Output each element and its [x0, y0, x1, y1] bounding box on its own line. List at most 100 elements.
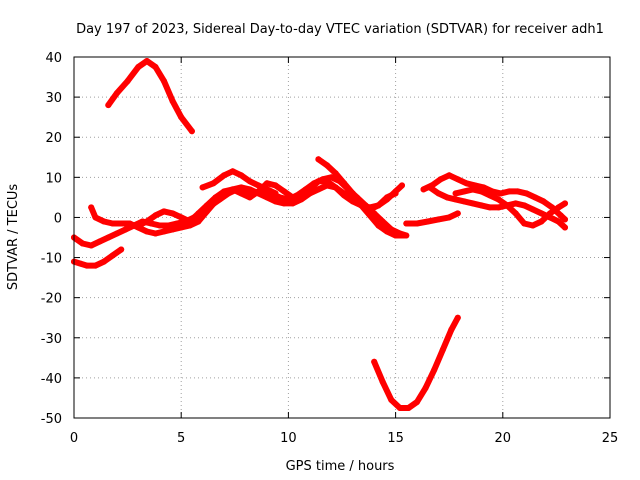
data-point: [371, 358, 378, 365]
data-point: [289, 200, 296, 207]
data-point: [375, 202, 382, 209]
data-point: [178, 114, 185, 121]
data-point: [281, 188, 288, 195]
data-point: [435, 216, 442, 223]
data-point: [392, 232, 399, 239]
data-point: [512, 200, 519, 207]
data-point: [399, 182, 405, 189]
data-point: [124, 78, 131, 85]
data-point: [289, 194, 296, 201]
y-tick-label: 10: [45, 171, 62, 186]
data-point: [221, 188, 228, 195]
data-point: [105, 234, 112, 241]
data-point: [161, 78, 167, 85]
data-point: [495, 204, 502, 211]
data-point: [272, 182, 279, 189]
data-point: [547, 210, 553, 217]
data-point: [109, 220, 116, 227]
data-point: [186, 218, 193, 225]
data-point: [135, 222, 142, 229]
data-point: [478, 188, 485, 195]
data-point: [478, 202, 485, 209]
data-point: [446, 172, 453, 179]
data-point: [122, 226, 129, 233]
y-tick-label: -50: [41, 412, 62, 427]
data-point: [178, 224, 185, 231]
data-point: [328, 174, 335, 181]
data-point: [358, 202, 365, 209]
data-point: [452, 196, 459, 203]
data-point: [463, 180, 470, 187]
x-tick-labels: 0 5 10 15 20 25: [70, 431, 618, 446]
plot-frame: [73, 56, 611, 419]
data-point: [555, 218, 562, 225]
y-tick-label: -40: [41, 372, 62, 387]
data-point: [446, 214, 453, 221]
data-point: [495, 196, 502, 203]
data-point: [431, 366, 438, 373]
data-point: [341, 192, 348, 199]
data-point: [538, 210, 545, 217]
data-point: [79, 240, 86, 247]
data-point: [523, 190, 530, 197]
data-point: [118, 246, 125, 253]
data-point: [169, 226, 176, 233]
data-point: [504, 202, 511, 209]
data-point: [469, 186, 476, 193]
data-point: [210, 180, 217, 187]
data-point: [255, 182, 262, 189]
data-point: [557, 212, 564, 219]
data-point: [444, 194, 451, 201]
x-tick-label: 20: [495, 431, 512, 446]
x-tick-label: 10: [280, 431, 297, 446]
data-point: [426, 184, 433, 191]
data-point: [439, 346, 446, 353]
data-point: [101, 258, 107, 265]
data-point: [435, 190, 442, 197]
y-tick-label: 20: [45, 131, 62, 146]
data-point: [169, 210, 176, 217]
data-point: [152, 230, 159, 237]
data-point: [92, 214, 99, 221]
data-point: [212, 194, 219, 201]
data-point: [521, 220, 528, 227]
data-point: [403, 220, 410, 227]
data-point: [143, 58, 150, 64]
data-point: [246, 194, 253, 201]
data-point: [113, 90, 120, 97]
x-tick-label: 5: [177, 431, 185, 446]
data-point: [424, 218, 431, 225]
data-point: [238, 184, 245, 191]
data-point: [264, 180, 270, 187]
y-tick-label: -10: [41, 252, 62, 267]
data-point: [143, 228, 150, 235]
data-point: [161, 208, 167, 215]
data-point: [461, 188, 468, 195]
series-arc-1: [105, 58, 195, 135]
data-point: [195, 218, 202, 225]
data-point: [229, 168, 236, 175]
data-point: [276, 194, 283, 201]
data-point: [246, 178, 253, 185]
data-point: [540, 198, 547, 205]
data-point: [448, 326, 455, 333]
y-axis-label: SDTVAR / TECUs: [6, 184, 21, 291]
data-point: [555, 204, 562, 211]
data-point: [101, 218, 107, 225]
data-point: [203, 202, 210, 209]
data-point: [272, 190, 279, 197]
data-point: [169, 98, 176, 105]
data-point: [562, 224, 568, 231]
data-point: [384, 228, 390, 235]
data-point: [512, 210, 519, 217]
data-point: [281, 200, 288, 207]
data-point: [165, 222, 172, 229]
data-point: [538, 218, 545, 225]
data-point: [161, 228, 167, 235]
data-point: [188, 128, 195, 135]
data-point: [437, 176, 444, 183]
data-point: [562, 216, 568, 223]
data-point: [238, 190, 245, 197]
y-tick-label: -30: [41, 332, 62, 347]
data-point: [255, 188, 262, 195]
